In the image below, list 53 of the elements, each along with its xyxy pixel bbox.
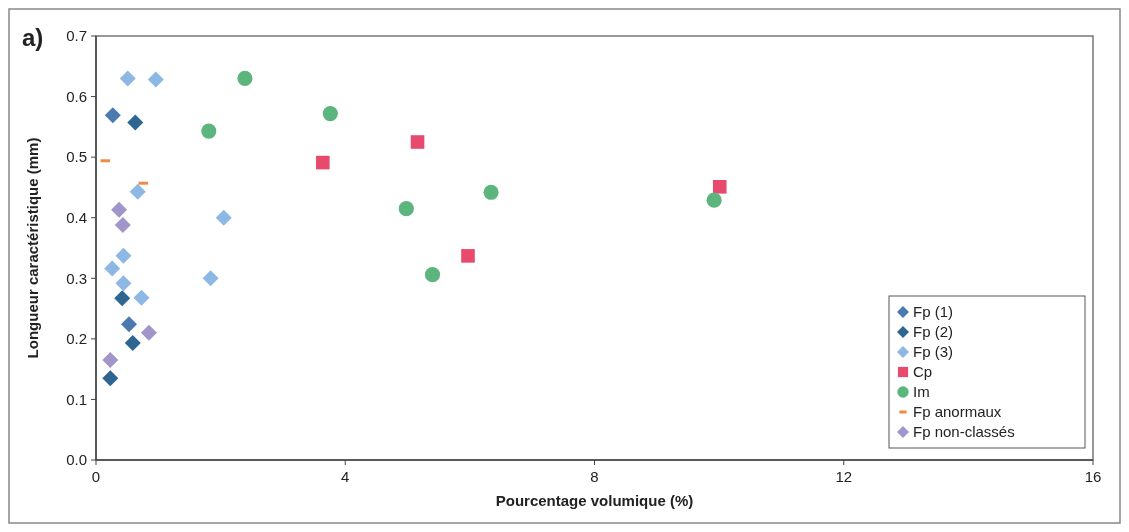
point bbox=[322, 105, 338, 122]
y-tick-label: 0.4 bbox=[66, 208, 87, 226]
point bbox=[215, 209, 232, 226]
legend-label: Fp anormaux bbox=[913, 403, 1002, 421]
point bbox=[133, 289, 150, 306]
point bbox=[237, 70, 253, 86]
y-tick-label: 0.0 bbox=[66, 451, 87, 469]
point bbox=[461, 249, 475, 263]
point bbox=[201, 123, 217, 139]
y-tick-label: 0.5 bbox=[66, 148, 87, 166]
point bbox=[398, 201, 414, 217]
point bbox=[712, 180, 727, 194]
point bbox=[202, 270, 219, 287]
y-tick-label: 0.3 bbox=[66, 269, 87, 287]
point bbox=[127, 114, 144, 131]
point bbox=[124, 335, 141, 352]
y-tick-label: 0.6 bbox=[66, 87, 87, 105]
x-tick-label: 0 bbox=[91, 468, 101, 485]
point bbox=[706, 192, 722, 208]
point bbox=[424, 267, 441, 283]
point bbox=[115, 247, 132, 264]
point bbox=[114, 216, 131, 233]
point bbox=[102, 370, 119, 387]
point bbox=[147, 71, 164, 88]
point bbox=[102, 352, 119, 369]
point bbox=[121, 316, 138, 333]
point bbox=[483, 184, 499, 200]
x-tick-label: 4 bbox=[341, 468, 350, 485]
legend-label: Fp (2) bbox=[913, 323, 954, 341]
point bbox=[104, 107, 121, 124]
legend-label: Im bbox=[913, 383, 930, 401]
text: a) bbox=[22, 24, 44, 51]
x-tick-label: 16 bbox=[1084, 468, 1102, 485]
x-axis-title: Pourcentage volumique (%) bbox=[495, 492, 694, 509]
point bbox=[104, 260, 121, 277]
point bbox=[140, 324, 157, 341]
point bbox=[129, 183, 146, 200]
legend-label: Fp (1) bbox=[913, 303, 954, 321]
x-tick-label: 12 bbox=[835, 468, 853, 485]
y-tick-label: 0.1 bbox=[66, 390, 87, 408]
point bbox=[114, 290, 131, 307]
legend-label: Fp non-classés bbox=[913, 423, 1015, 441]
legend-label: Fp (3) bbox=[913, 343, 954, 361]
point bbox=[115, 275, 132, 292]
point bbox=[119, 70, 136, 87]
y-tick-label: 0.2 bbox=[66, 330, 87, 348]
point bbox=[316, 155, 330, 170]
y-axis-title: Longueur caractéristique (mm) bbox=[24, 137, 41, 359]
point bbox=[410, 135, 425, 149]
legend-label: Cp bbox=[913, 363, 933, 381]
point bbox=[111, 201, 128, 218]
y-tick-label: 0.7 bbox=[66, 27, 87, 45]
x-tick-label: 8 bbox=[590, 468, 599, 485]
